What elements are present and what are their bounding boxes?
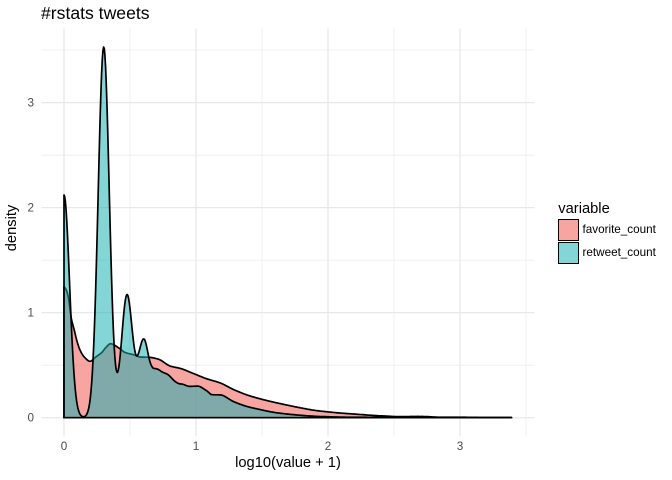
plot-title: #rstats tweets: [41, 3, 150, 23]
x-tick-label-3: 3: [456, 440, 464, 453]
x-axis-title: log10(value + 1): [235, 455, 341, 471]
legend-title: variable: [558, 201, 610, 217]
legend-key-favorite-count-swatch: [557, 218, 580, 241]
legend-label-retweet-count: retweet_count: [582, 246, 656, 260]
y-tick-label-0: 0: [27, 411, 34, 425]
y-tick-label-3: 3: [27, 96, 34, 110]
density-area-retweet_count: [63, 46, 513, 419]
y-tick-label-1: 1: [27, 306, 34, 320]
legend-key-retweet-count-swatch: [557, 241, 580, 264]
x-tick-label-1: 1: [192, 440, 200, 453]
y-tick-label-2: 2: [27, 201, 34, 215]
legend: variable favorite_count retweet_count: [557, 201, 656, 264]
legend-item-favorite-count: favorite_count: [557, 218, 656, 241]
legend-label-favorite-count: favorite_count: [582, 223, 656, 237]
legend-item-retweet-count: retweet_count: [557, 241, 656, 264]
x-tick-label-2: 2: [324, 440, 332, 453]
x-tick-label-0: 0: [60, 440, 68, 453]
